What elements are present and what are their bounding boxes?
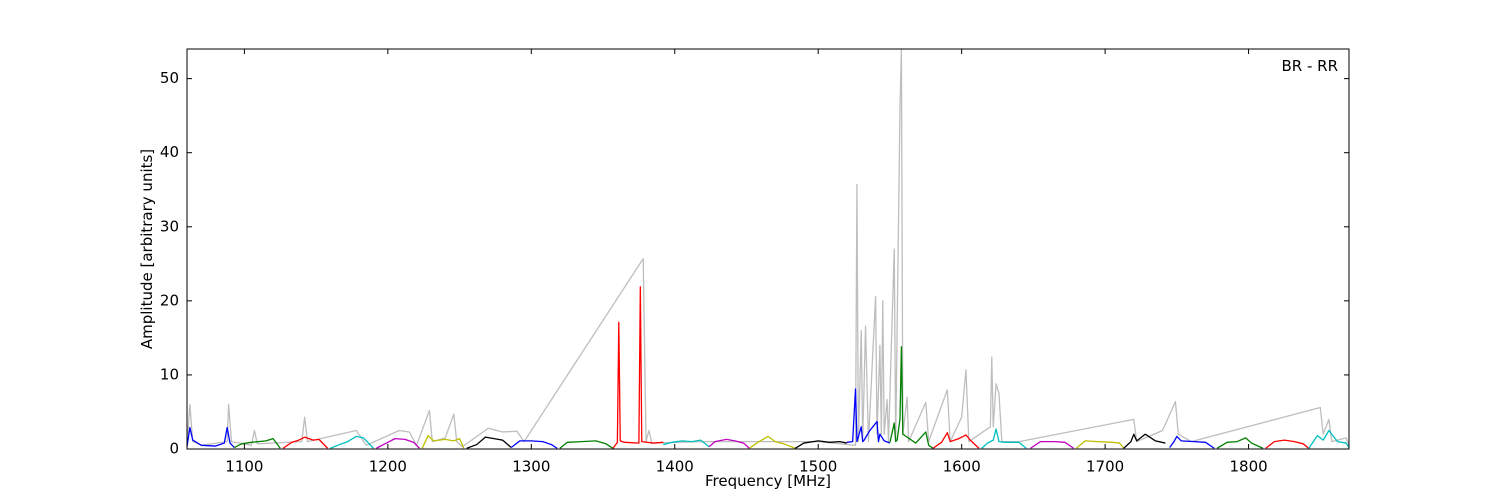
annotation: BR - RR bbox=[1281, 57, 1338, 75]
y-tick-label: 20 bbox=[160, 291, 179, 309]
series-line bbox=[282, 436, 329, 449]
series-line bbox=[748, 435, 796, 449]
x-tick-label: 1600 bbox=[943, 458, 981, 476]
series-line bbox=[1123, 433, 1166, 449]
series-line bbox=[794, 440, 848, 449]
series-line bbox=[1265, 439, 1310, 449]
series-line bbox=[846, 388, 891, 444]
y-tick-label: 50 bbox=[160, 69, 179, 87]
x-axis-label: Frequency [MHz] bbox=[705, 472, 831, 490]
x-tick-label: 1300 bbox=[512, 458, 550, 476]
axes-frame bbox=[186, 48, 1350, 450]
x-tick-label: 1400 bbox=[656, 458, 694, 476]
series-line bbox=[663, 439, 710, 448]
y-tick-label: 40 bbox=[160, 143, 179, 161]
series-line bbox=[1076, 440, 1125, 449]
x-tick-label: 1100 bbox=[225, 458, 263, 476]
series-line bbox=[510, 440, 558, 449]
series-line bbox=[981, 428, 1027, 449]
y-tick-label: 0 bbox=[169, 440, 179, 458]
y-axis-label: Amplitude [arbitrary units] bbox=[138, 149, 156, 349]
series-line bbox=[330, 435, 374, 449]
x-tick-label: 1200 bbox=[369, 458, 407, 476]
series-line bbox=[421, 435, 465, 449]
x-tick-label: 1500 bbox=[799, 458, 837, 476]
series-line bbox=[612, 286, 664, 449]
series-line bbox=[376, 437, 420, 449]
y-tick-label: 10 bbox=[160, 365, 179, 383]
series-line bbox=[187, 49, 1349, 448]
series-line bbox=[1216, 437, 1264, 449]
x-tick-label: 1800 bbox=[1229, 458, 1267, 476]
series-line bbox=[187, 426, 235, 448]
y-tick-label: 30 bbox=[160, 217, 179, 235]
plot-area bbox=[187, 49, 1349, 449]
series-line bbox=[889, 346, 934, 449]
series-line bbox=[466, 436, 512, 449]
series-line bbox=[1308, 429, 1349, 449]
series-line bbox=[1169, 435, 1215, 449]
series-line bbox=[932, 432, 980, 449]
series-line bbox=[708, 438, 750, 449]
series-line bbox=[559, 440, 614, 449]
series-line bbox=[234, 437, 281, 449]
series-line bbox=[1030, 440, 1074, 449]
x-tick-label: 1700 bbox=[1086, 458, 1124, 476]
